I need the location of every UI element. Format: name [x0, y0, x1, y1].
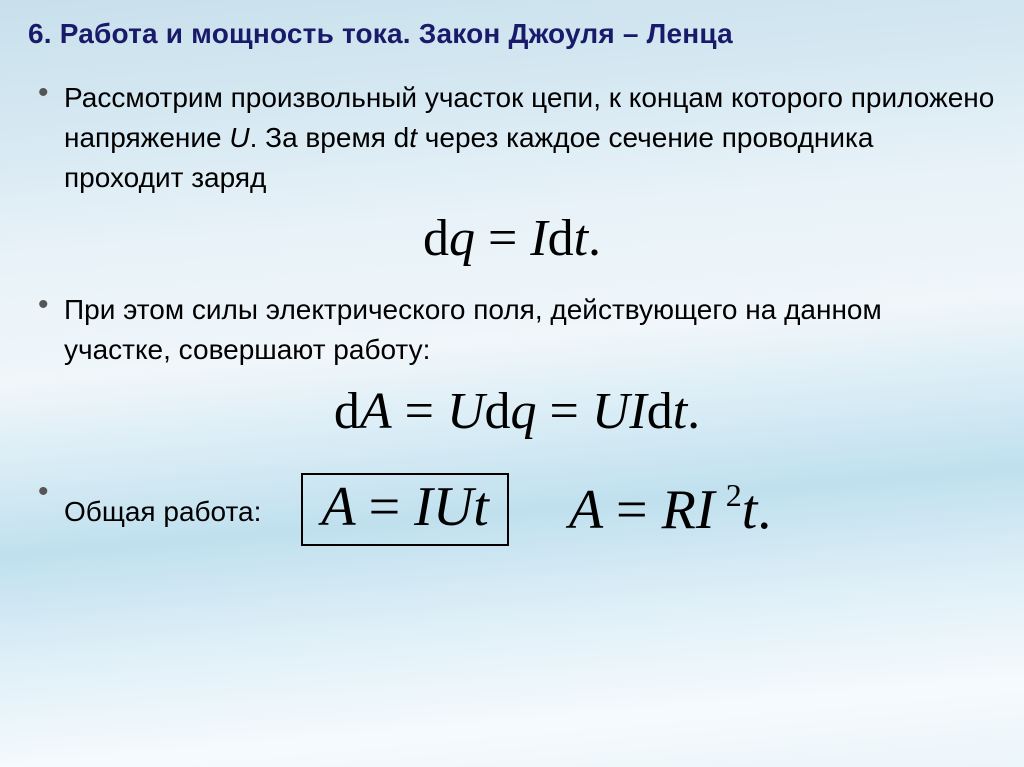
- slide-title: 6. Работа и мощность тока. Закон Джоуля …: [28, 18, 996, 50]
- b1-t: t: [409, 122, 417, 153]
- bullet-3-text: Общая работа:: [64, 492, 261, 532]
- bullet-list-2: При этом силы электрического поля, дейст…: [28, 290, 996, 370]
- formula-dq: dq = Idt.: [28, 209, 996, 268]
- formula-A-IUt-box: A = IUt: [301, 473, 508, 547]
- b1-U: U: [229, 122, 249, 153]
- bullet-list: Рассмотрим произвольный участок цепи, к …: [28, 78, 996, 197]
- bullet-2-text: При этом силы электрического поля, дейст…: [64, 290, 996, 370]
- bullet-1-text: Рассмотрим произвольный участок цепи, к …: [64, 78, 996, 197]
- b1-mid1: . За время d: [250, 122, 410, 153]
- formula-dA: dA = Udq = UIdt.: [38, 382, 996, 441]
- formula-total-work-row: A = IUt A = RI 2t.: [301, 473, 771, 547]
- bullet-2: При этом силы электрического поля, дейст…: [28, 290, 996, 370]
- formula-A-RI2t: A = RI 2t.: [569, 478, 771, 542]
- bullet-1: Рассмотрим произвольный участок цепи, к …: [28, 78, 996, 197]
- bullet-list-3: Общая работа: A = IUt A = RI 2t.: [28, 477, 996, 547]
- bullet-3: Общая работа: A = IUt A = RI 2t.: [28, 477, 996, 547]
